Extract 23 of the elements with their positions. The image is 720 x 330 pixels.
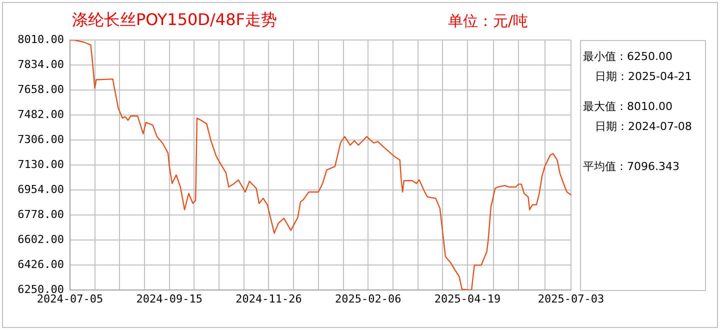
- chart-subtitle: 单位：元/吨: [448, 12, 528, 31]
- y-tick-label: 7658.00: [18, 82, 64, 96]
- x-tick-label: 2025-02-06: [335, 292, 402, 306]
- text: 日期：2024-07-08: [595, 119, 692, 134]
- text: 最大值：8010.00: [583, 99, 672, 114]
- y-tick-label: 7130.00: [18, 158, 64, 171]
- y-tick-label: 7834.00: [18, 58, 64, 71]
- text: 平均值：7096.343: [583, 159, 680, 174]
- x-tick-label: 2024-11-26: [236, 292, 302, 306]
- y-tick-label: 6954.00: [18, 182, 64, 196]
- x-tick-label: 2025-07-03: [538, 292, 604, 306]
- y-tick-label: 7306.00: [18, 132, 64, 146]
- text: 日期：2025-04-21: [595, 69, 692, 84]
- x-tick-label: 2024-07-05: [36, 292, 104, 306]
- x-tick-label: 2025-04-19: [434, 292, 501, 306]
- text: 最小值：6250.00: [583, 49, 672, 64]
- chart-title: 涤纶长丝POY150D/48F走势: [72, 10, 277, 31]
- y-tick-label: 6426.00: [18, 258, 64, 271]
- y-tick-label: 6602.00: [18, 232, 64, 246]
- y-tick-label: 6778.00: [18, 208, 64, 221]
- y-tick-label: 7482.00: [18, 108, 64, 121]
- y-tick-label: 8010.00: [18, 32, 64, 46]
- x-tick-label: 2024-09-15: [136, 292, 202, 306]
